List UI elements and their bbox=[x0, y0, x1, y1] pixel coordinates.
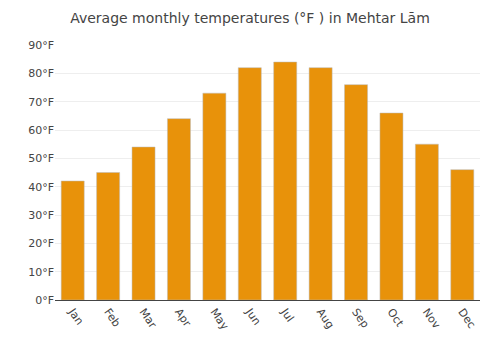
svg-text:70°F: 70°F bbox=[28, 96, 54, 109]
svg-text:Jan: Jan bbox=[65, 305, 86, 327]
svg-text:Dec: Dec bbox=[455, 306, 478, 331]
svg-text:Feb: Feb bbox=[101, 306, 123, 329]
svg-text:Average monthly temperatures (: Average monthly temperatures (°F ) in Me… bbox=[70, 10, 430, 26]
svg-text:Jul: Jul bbox=[278, 305, 297, 324]
svg-text:Apr: Apr bbox=[172, 306, 194, 329]
svg-text:30°F: 30°F bbox=[28, 209, 54, 222]
svg-text:20°F: 20°F bbox=[28, 237, 54, 250]
svg-text:40°F: 40°F bbox=[28, 181, 54, 194]
svg-text:Jun: Jun bbox=[242, 305, 263, 327]
svg-text:60°F: 60°F bbox=[28, 124, 54, 137]
svg-text:Nov: Nov bbox=[420, 306, 443, 331]
svg-text:Oct: Oct bbox=[384, 306, 406, 330]
svg-text:50°F: 50°F bbox=[28, 152, 54, 165]
svg-text:Sep: Sep bbox=[349, 306, 372, 330]
svg-text:90°F: 90°F bbox=[28, 39, 54, 52]
svg-text:Mar: Mar bbox=[137, 306, 160, 331]
svg-text:May: May bbox=[207, 306, 231, 332]
svg-text:80°F: 80°F bbox=[28, 67, 54, 80]
svg-text:10°F: 10°F bbox=[28, 266, 54, 279]
svg-text:0°F: 0°F bbox=[35, 294, 54, 307]
svg-text:Aug: Aug bbox=[314, 306, 337, 331]
